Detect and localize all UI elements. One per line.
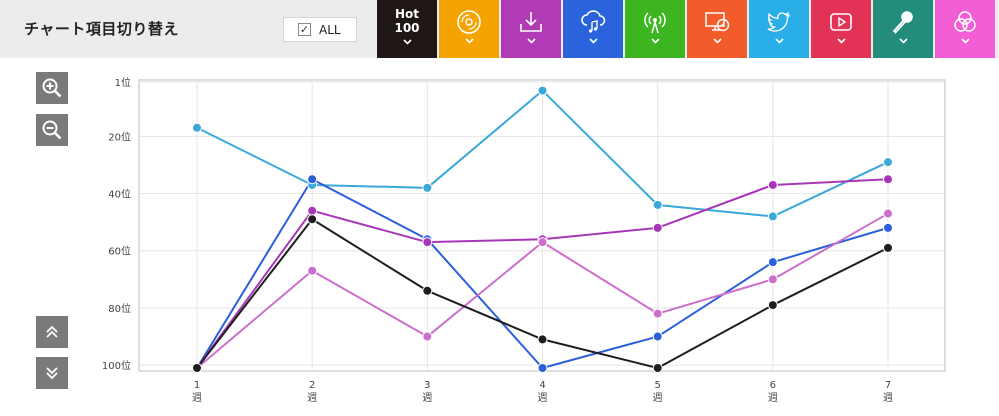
x-tick-label: 2 [309,380,315,391]
series-point-downloads [422,237,433,248]
tab-downloads[interactable] [501,0,561,58]
y-tick-label: 1位 [115,76,131,89]
series-point-twitter [883,157,893,168]
series-point-streaming [537,363,548,373]
x-tick-label: 7 [885,380,891,391]
chevron-down-icon [774,37,784,45]
tab-hot100[interactable]: Hot 100 [377,0,437,58]
x-tick-label: 6 [770,380,776,391]
y-tick-label: 80位 [108,302,131,315]
series-point-twitter [767,211,778,222]
download-icon [518,9,544,35]
x-tick-unit: 週 [768,392,778,404]
tab-lookups[interactable] [935,0,995,58]
series-point-lookups [307,265,318,276]
x-tick-unit: 週 [307,392,317,404]
all-toggle-button[interactable]: ✓ ALL [283,17,357,42]
series-point-twitter [652,199,663,210]
series-point-hot100 [192,363,202,373]
microphone-icon [890,9,916,35]
tab-youtube[interactable] [811,0,871,58]
double-chevron-down-icon [46,367,58,380]
checkbox-checked-icon[interactable]: ✓ [298,23,311,36]
series-point-lookups [883,208,893,219]
series-point-lookups [422,331,433,342]
page-title: チャート項目切り替え [24,20,179,38]
chevron-down-icon [960,37,970,45]
series-point-downloads [883,174,893,185]
tab-radio[interactable] [625,0,685,58]
series-point-twitter [537,85,548,96]
y-tick-label: 40位 [108,188,131,201]
series-point-hot100 [307,214,318,225]
all-label: ALL [319,22,341,37]
zoom-out-button[interactable] [36,114,68,146]
hot-number: 100 [394,21,420,35]
hot-label: Hot [394,7,420,21]
monitor-disc-icon [704,9,730,35]
chevron-down-icon [712,37,722,45]
tab-cd-sales[interactable] [439,0,499,58]
chevron-down-icon [650,37,660,45]
zoom-in-button[interactable] [36,72,68,104]
series-point-downloads [307,205,318,216]
tab-video[interactable] [687,0,747,58]
tab-streaming[interactable] [563,0,623,58]
series-point-hot100 [767,300,778,311]
x-tick-unit: 週 [538,392,548,404]
series-point-twitter [192,122,202,133]
series-point-streaming [307,174,318,185]
x-tick-unit: 週 [653,392,663,404]
series-point-downloads [652,222,663,233]
x-tick-unit: 週 [422,392,432,404]
double-chevron-up-icon [46,325,58,338]
chevron-down-icon [464,37,474,45]
scroll-up-button[interactable] [36,316,68,348]
twitter-bird-icon [766,9,792,35]
series-point-streaming [652,331,663,342]
x-tick-unit: 週 [883,392,893,404]
series-point-hot100 [652,363,663,373]
chevron-down-icon [402,38,412,46]
series-point-lookups [537,237,548,248]
x-tick-label: 1 [194,380,200,391]
x-tick-unit: 週 [192,392,202,404]
series-point-streaming [767,257,778,268]
tab-twitter[interactable] [749,0,809,58]
zoom-in-icon [42,78,62,98]
zoom-out-icon [42,120,62,140]
y-tick-label: 100位 [102,359,131,372]
series-point-lookups [652,308,663,319]
series-point-downloads [767,179,778,190]
series-point-lookups [767,274,778,285]
tab-karaoke[interactable] [873,0,933,58]
play-icon [828,9,854,35]
series-point-streaming [883,222,893,233]
chevron-down-icon [898,37,908,45]
y-tick-label: 20位 [108,130,131,143]
radio-icon [642,9,668,35]
cloud-music-icon [580,9,606,35]
x-tick-label: 5 [654,380,660,391]
chevron-down-icon [526,37,536,45]
series-point-hot100 [883,242,893,253]
circles-icon [952,9,978,35]
series-point-hot100 [422,285,433,296]
x-tick-label: 3 [424,380,430,391]
y-tick-label: 60位 [108,245,131,258]
x-tick-label: 4 [539,380,545,391]
series-point-hot100 [537,334,548,345]
scroll-down-button[interactable] [36,357,68,389]
chevron-down-icon [836,37,846,45]
series-point-twitter [422,182,433,193]
chevron-down-icon [588,37,598,45]
disc-icon [456,9,482,35]
